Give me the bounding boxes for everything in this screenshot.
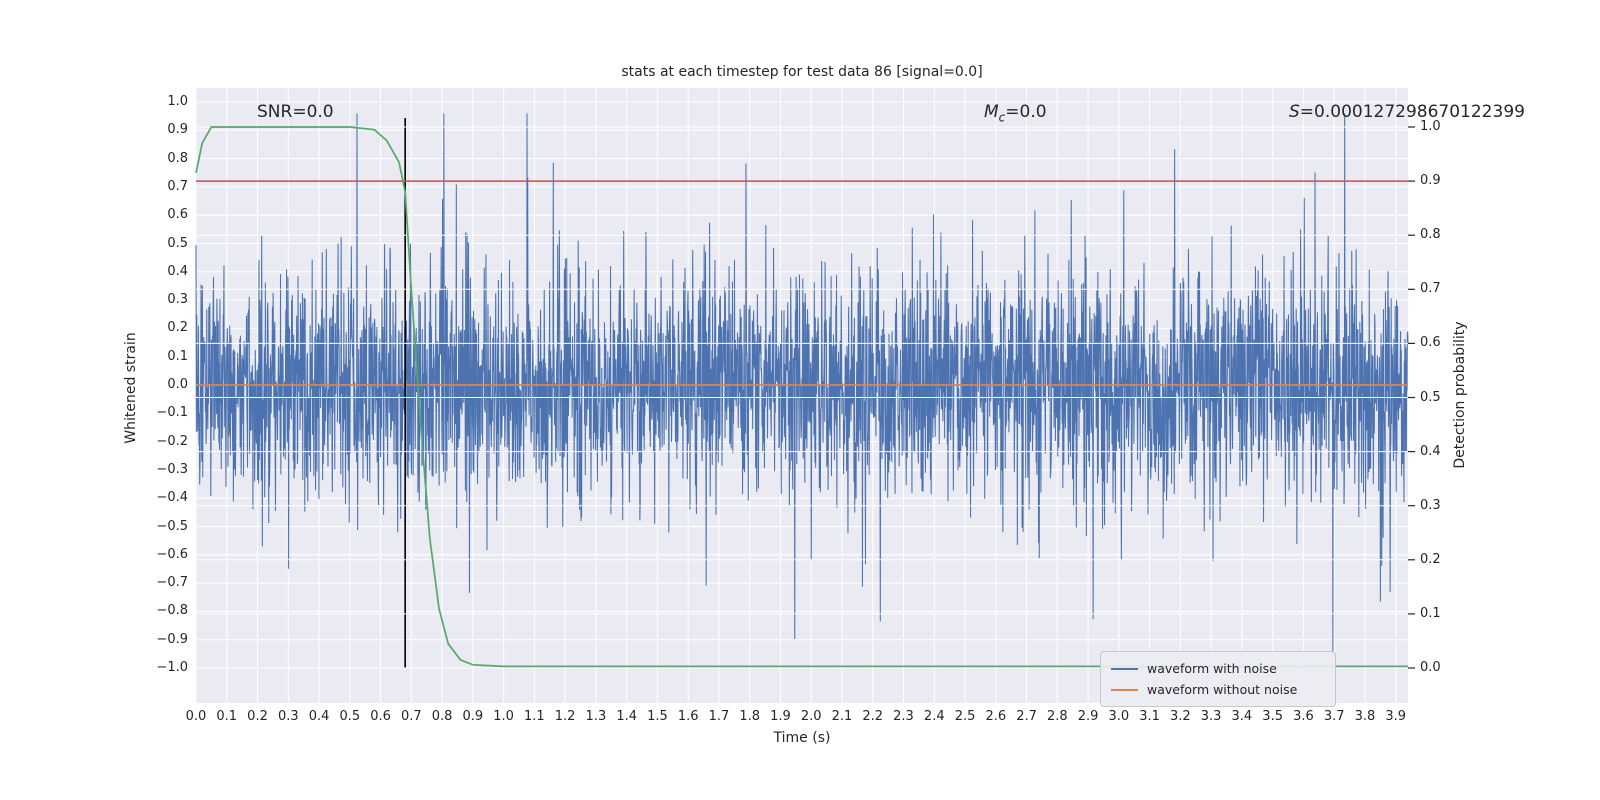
y-right-tick-label: 0.3 bbox=[1420, 497, 1441, 513]
y-left-tick-label: −0.9 bbox=[156, 631, 188, 647]
x-tick-label: 0.9 bbox=[462, 709, 484, 724]
x-tick-label: 3.9 bbox=[1385, 709, 1407, 724]
legend-label: waveform without noise bbox=[1147, 682, 1298, 697]
y-right-tick-label: 0.7 bbox=[1420, 281, 1441, 297]
y-right-tick-label: 0.1 bbox=[1420, 605, 1441, 621]
x-tick-label: 2.0 bbox=[800, 709, 822, 724]
x-tick-label: 3.0 bbox=[1108, 709, 1130, 724]
x-tick-label: 1.2 bbox=[554, 709, 576, 724]
plot-area bbox=[195, 88, 1415, 703]
annotation-chirp-mass: Mc=0.0 bbox=[984, 102, 1047, 124]
x-tick-label: 2.3 bbox=[893, 709, 914, 724]
y-left-tick-label: −0.4 bbox=[156, 490, 188, 506]
x-tick-label: 1.0 bbox=[493, 709, 514, 724]
x-tick-label: 0.6 bbox=[370, 709, 391, 724]
x-tick-label: 2.7 bbox=[1016, 709, 1037, 724]
y-right-tick-label: 0.5 bbox=[1420, 389, 1441, 405]
x-tick-label: 0.3 bbox=[277, 709, 299, 724]
x-tick-label: 0.2 bbox=[247, 709, 268, 724]
annotation-snr: SNR=0.0 bbox=[257, 102, 334, 122]
y-right-tick-label: 0.8 bbox=[1420, 227, 1441, 243]
y-left-tick-label: −1.0 bbox=[156, 660, 188, 675]
x-tick-label: 3.8 bbox=[1354, 709, 1376, 724]
x-tick-label: 1.6 bbox=[677, 709, 699, 724]
x-tick-label: 3.6 bbox=[1293, 709, 1314, 724]
x-tick-label: 1.5 bbox=[647, 709, 668, 724]
x-tick-label: 0.4 bbox=[308, 709, 330, 724]
legend-line-sample bbox=[1111, 667, 1138, 670]
legend-label: waveform with noise bbox=[1147, 661, 1277, 676]
y-left-tick-label: 0.4 bbox=[167, 263, 188, 279]
legend-item: waveform with noise bbox=[1111, 658, 1325, 679]
x-tick-label: 2.8 bbox=[1046, 709, 1068, 724]
y-left-tick-label: 0.3 bbox=[167, 292, 188, 308]
x-tick-label: 0.1 bbox=[216, 709, 238, 724]
noise-waveform-series bbox=[195, 113, 1409, 657]
s-symbol: S bbox=[1289, 102, 1300, 122]
legend: waveform with noise waveform without nois… bbox=[1100, 651, 1336, 707]
y-left-tick-label: −0.1 bbox=[156, 405, 188, 421]
y-right-tick-label: 0.0 bbox=[1420, 660, 1441, 675]
y-left-tick-label: 0.6 bbox=[167, 207, 188, 223]
y-left-tick-label: −0.2 bbox=[156, 433, 188, 449]
mc-subscript: c bbox=[998, 110, 1006, 125]
x-tick-label: 3.1 bbox=[1139, 709, 1160, 724]
y-axis-label-left: Whitened strain bbox=[123, 332, 139, 444]
s-value: =0.000127298670122399 bbox=[1299, 102, 1525, 122]
right-tick-marks bbox=[1408, 126, 1415, 669]
y-left-tick-label: 0.5 bbox=[167, 235, 188, 251]
x-tick-label: 0.0 bbox=[185, 709, 207, 724]
mc-value: =0.0 bbox=[1005, 102, 1047, 122]
y-left-tick-label: 0.7 bbox=[167, 178, 188, 194]
x-tick-label: 2.4 bbox=[923, 709, 945, 724]
y-left-tick-label: 0.9 bbox=[167, 122, 188, 138]
y-left-tick-label: −0.5 bbox=[156, 518, 188, 534]
x-tick-label: 1.1 bbox=[524, 709, 545, 724]
y-left-tick-label: 0.0 bbox=[167, 377, 188, 392]
y-right-tick-label: 0.6 bbox=[1420, 335, 1441, 351]
mc-symbol: M bbox=[984, 102, 999, 122]
x-tick-label: 2.5 bbox=[954, 709, 976, 724]
y-left-tick-label: −0.6 bbox=[156, 546, 188, 562]
x-tick-label: 1.3 bbox=[585, 709, 607, 724]
y-right-tick-label: 0.9 bbox=[1420, 173, 1441, 189]
x-tick-label: 3.5 bbox=[1262, 709, 1283, 724]
x-tick-label: 1.4 bbox=[616, 709, 637, 724]
legend-line-sample bbox=[1111, 688, 1138, 691]
legend-item: waveform without noise bbox=[1111, 679, 1325, 700]
detection-probability-series bbox=[195, 126, 1408, 668]
x-tick-label: 0.7 bbox=[400, 709, 422, 724]
x-tick-label: 1.9 bbox=[770, 709, 791, 724]
x-tick-label: 0.5 bbox=[339, 709, 361, 724]
x-tick-label: 1.7 bbox=[708, 709, 730, 724]
y-left-tick-label: 0.1 bbox=[167, 348, 188, 364]
x-tick-label: 3.3 bbox=[1200, 709, 1222, 724]
x-tick-label: 3.2 bbox=[1170, 709, 1191, 724]
x-tick-label: 3.4 bbox=[1231, 709, 1253, 724]
y-right-tick-label: 0.4 bbox=[1420, 443, 1441, 459]
y-left-tick-label: −0.7 bbox=[156, 575, 188, 591]
y-left-tick-label: −0.8 bbox=[156, 603, 188, 619]
annotation-statistic: S=0.000127298670122399 bbox=[1289, 102, 1525, 122]
x-tick-label: 2.6 bbox=[985, 709, 1007, 724]
y-right-tick-label: 1.0 bbox=[1420, 119, 1441, 134]
y-left-tick-label: −0.3 bbox=[156, 461, 188, 477]
x-tick-label: 3.7 bbox=[1323, 709, 1345, 724]
y-right-tick-label: 0.2 bbox=[1420, 551, 1441, 567]
y-left-tick-label: 0.8 bbox=[167, 150, 188, 166]
y-left-tick-label: 1.0 bbox=[167, 94, 188, 109]
x-tick-label: 2.9 bbox=[1077, 709, 1099, 724]
x-tick-label: 2.2 bbox=[862, 709, 884, 724]
chart-title: stats at each timestep for test data 86 … bbox=[621, 64, 983, 80]
x-tick-label: 1.8 bbox=[739, 709, 761, 724]
x-tick-label: 2.1 bbox=[831, 709, 853, 724]
x-axis-label: Time (s) bbox=[773, 730, 831, 746]
x-tick-label: 0.8 bbox=[431, 709, 453, 724]
y-left-tick-label: 0.2 bbox=[167, 320, 188, 336]
